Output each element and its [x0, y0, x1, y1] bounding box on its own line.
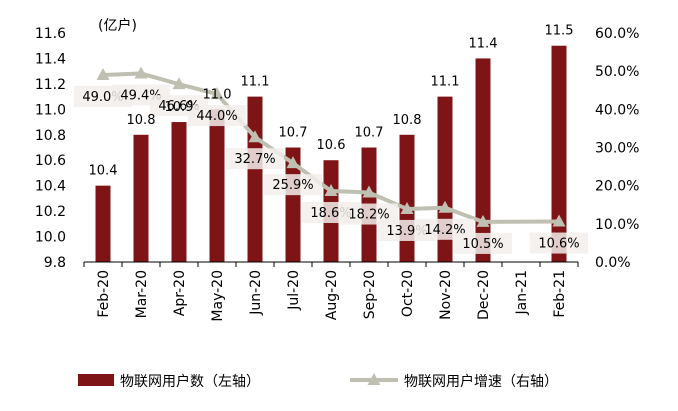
percent-label: 10.6% — [538, 237, 579, 252]
growth-marker — [134, 66, 148, 79]
y-left-tick-label: 10.6 — [35, 153, 66, 169]
x-tick-label: Jul-20 — [286, 270, 302, 311]
bar-value-label: 10.7 — [355, 126, 384, 141]
x-tick-label: Apr-20 — [172, 270, 188, 316]
legend-label-bar: 物联网用户数（左轴） — [120, 373, 260, 390]
x-tick-label: Aug-20 — [324, 270, 340, 320]
bar-value-label: 10.9 — [165, 100, 194, 115]
axes: Feb-20 Mar-20 Apr-20 May-20 Jun-20 Jul-20 Aug-… — [35, 26, 640, 322]
x-tick-label: Sep-20 — [362, 270, 378, 319]
bar-Apr-20 — [171, 122, 187, 262]
bar-Feb-21 — [551, 45, 567, 262]
percent-label: 25.9% — [272, 178, 313, 193]
x-tick-label: Dec-20 — [476, 270, 492, 320]
bar-value-label: 10.8 — [127, 113, 156, 128]
y-right-tick-label: 10.0% — [595, 217, 639, 233]
growth-marker — [552, 214, 566, 227]
bar-value-label: 11.4 — [469, 36, 498, 51]
growth-marker — [172, 77, 186, 90]
percent-label-box — [340, 203, 398, 225]
growth-marker — [362, 185, 376, 198]
bar-Dec-20 — [475, 58, 491, 262]
bar-value-label: 10.6 — [317, 138, 346, 153]
y-right-tick-label: 20.0% — [595, 179, 639, 195]
legend: 物联网用户数（左轴） 物联网用户增速（右轴） — [78, 373, 558, 390]
percent-label-box — [264, 174, 322, 196]
bar-value-label: 11.1 — [431, 75, 460, 90]
x-tick-label: Feb-21 — [552, 270, 568, 318]
x-tick-label: Mar-20 — [134, 270, 150, 318]
bar-value-label: 10.7 — [279, 126, 308, 141]
percent-label-box — [530, 232, 588, 254]
y-left-tick-label: 11.0 — [35, 102, 66, 118]
y-left-tick-label: 10.8 — [35, 128, 66, 144]
left-axis-unit-label: (亿户) — [98, 17, 137, 34]
y-right-tick-label: 0.0% — [595, 255, 631, 271]
bar-series — [95, 45, 567, 262]
x-tick-label: Jun-20 — [248, 270, 264, 316]
x-tick-label: Nov-20 — [438, 270, 454, 320]
percent-labels: 49.0%49.4%46.6%44.0%32.7%25.9%18.6%18.2%… — [74, 84, 588, 254]
bar-Jun-20 — [247, 96, 263, 262]
percent-label-box — [454, 232, 512, 254]
y-left-tick-label: 11.2 — [35, 77, 66, 93]
y-right-tick-label: 50.0% — [595, 64, 639, 80]
growth-marker — [476, 214, 490, 227]
bar-Oct-20 — [399, 134, 415, 262]
growth-marker — [96, 67, 110, 80]
growth-marker — [248, 130, 262, 143]
percent-label-box — [188, 105, 246, 127]
bar-value-label: 11.0 — [203, 87, 232, 102]
y-right-tick-label: 30.0% — [595, 141, 639, 157]
y-left-tick-label: 11.4 — [35, 51, 66, 67]
bar-value-label: 11.5 — [545, 24, 574, 39]
value-labels: 10.4 10.8 10.9 11.0 11.1 10.7 10.6 10.7 10.8 11.1… — [89, 24, 574, 179]
legend-swatch-marker — [367, 373, 381, 385]
bar-value-label: 10.4 — [89, 164, 118, 179]
percent-label-box — [226, 148, 284, 170]
y-left-tick-label: 10.2 — [35, 204, 66, 220]
x-tick-label: Oct-20 — [400, 270, 416, 317]
growth-marker — [210, 87, 224, 100]
bar-Feb-20 — [95, 185, 111, 262]
growth-marker — [324, 184, 338, 197]
legend-label-line: 物联网用户增速（右轴） — [404, 373, 558, 390]
bar-value-label: 10.8 — [393, 113, 422, 128]
percent-label: 44.0% — [196, 109, 237, 124]
bar-value-label: 11.1 — [241, 75, 270, 90]
percent-label: 18.2% — [348, 208, 389, 223]
legend-swatch-bar — [78, 374, 114, 386]
y-right-tick-label: 40.0% — [595, 102, 639, 118]
growth-marker — [400, 201, 414, 214]
growth-marker — [438, 200, 452, 213]
growth-marker — [286, 156, 300, 169]
y-left-tick-label: 10.4 — [35, 179, 66, 195]
y-left-tick-label: 11.6 — [35, 26, 66, 42]
y-left-tick-label: 9.8 — [44, 255, 66, 271]
bar-Mar-20 — [133, 134, 149, 262]
y-right-tick-label: 60.0% — [595, 26, 639, 42]
x-tick-label: May-20 — [210, 270, 226, 322]
bar-May-20 — [209, 109, 225, 262]
y-left-tick-label: 10.0 — [35, 230, 66, 246]
x-tick-label: Feb-20 — [96, 270, 112, 318]
x-tick-label: Jan-21 — [514, 270, 530, 315]
percent-label: 10.5% — [462, 237, 503, 252]
percent-label: 32.7% — [234, 152, 275, 167]
